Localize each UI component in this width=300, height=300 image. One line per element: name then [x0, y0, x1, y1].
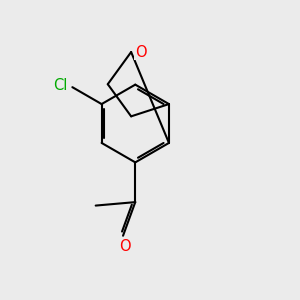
Text: Cl: Cl [54, 78, 68, 93]
Text: O: O [119, 239, 130, 254]
Text: O: O [135, 44, 146, 59]
